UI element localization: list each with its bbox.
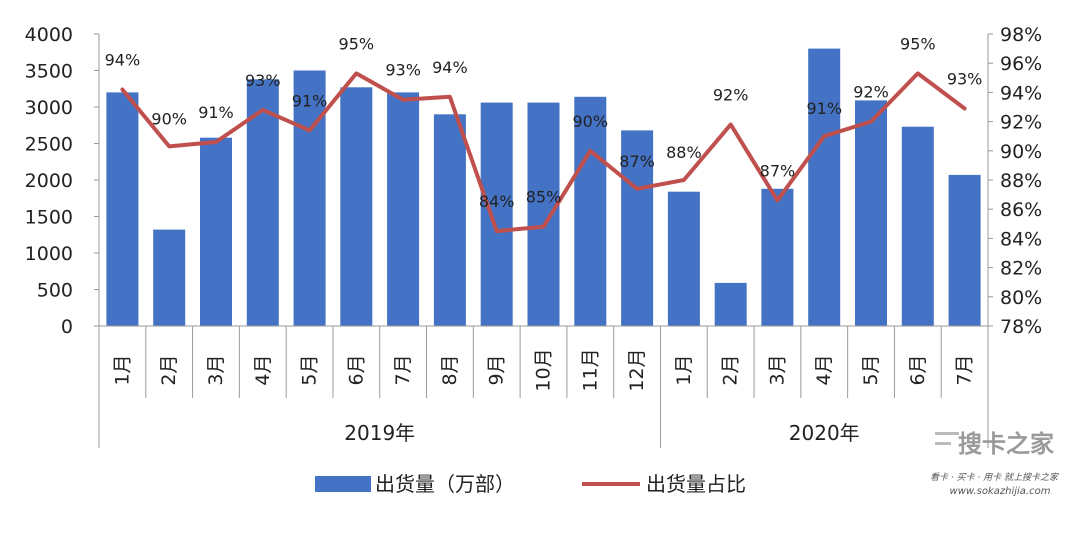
line-data-label: 91%: [806, 99, 842, 118]
y-right-tick-label: 80%: [1000, 287, 1042, 309]
x-tick-label: 9月: [486, 354, 508, 385]
line-data-label: 85%: [526, 188, 562, 207]
line-data-label: 93%: [947, 69, 983, 88]
line-data-label: 92%: [853, 83, 889, 102]
x-tick-label: 2月: [158, 354, 180, 385]
bar-2: [153, 229, 186, 326]
line-data-label: 90%: [151, 109, 187, 128]
y-left-tick-label: 1000: [25, 243, 73, 265]
line-data-label: 94%: [432, 58, 468, 77]
legend-label-line: 出货量占比: [646, 472, 746, 496]
bar-19: [948, 174, 981, 326]
y-left-tick-label: 3000: [25, 97, 73, 119]
line-data-label: 88%: [666, 143, 702, 162]
y-left-tick-label: 2500: [25, 134, 73, 156]
line-series: [120, 71, 967, 234]
bar-series: [106, 48, 981, 327]
bar-16: [808, 48, 841, 326]
line-data-label: 90%: [573, 112, 609, 131]
data-labels: 94% 90% 91% 93% 91% 95% 93% 94% 84% 85% 90% 87% 88% 9…: [105, 34, 983, 211]
bar-15: [761, 188, 794, 326]
legend-label-bar: 出货量（万部）: [375, 472, 515, 496]
y-right-tick-label: 84%: [1000, 228, 1042, 250]
line-data-label: 87%: [760, 161, 796, 180]
bar-9: [480, 102, 513, 326]
bar-17: [855, 100, 887, 327]
watermark-stripe: [935, 442, 951, 445]
y-right-tick-label: 88%: [1000, 170, 1042, 192]
y-left-tick-label: 4000: [25, 24, 73, 46]
x-tick-label: 12月: [626, 348, 648, 391]
line-data-label: 91%: [292, 91, 328, 110]
x-tick-label: 6月: [345, 354, 367, 385]
x-tick-label: 4月: [813, 354, 835, 385]
x-tick-label: 5月: [860, 354, 882, 385]
x-tick-label: 3月: [766, 354, 788, 385]
y-right-tick-label: 94%: [1000, 82, 1042, 104]
x-tick-label: 8月: [439, 354, 461, 385]
y-right-tick-label: 96%: [1000, 53, 1042, 75]
y-right-tick-label: 86%: [1000, 199, 1042, 221]
y-left-tick-label: 2000: [25, 170, 73, 192]
x-tick-label: 11月: [579, 348, 601, 391]
bar-8: [433, 114, 466, 326]
bar-18: [901, 126, 934, 326]
bar-4: [246, 79, 279, 326]
line-data-label: 84%: [479, 192, 515, 211]
y-right-tick-label: 90%: [1000, 141, 1042, 163]
x-tick-label: 7月: [954, 354, 976, 385]
y-right-tick-label: 82%: [1000, 258, 1042, 280]
line-data-label: 93%: [385, 61, 421, 80]
group-label: 2020年: [789, 421, 860, 445]
watermark-brand: 搜卡之家: [958, 430, 1054, 458]
x-tick-label: 1月: [111, 354, 133, 385]
x-tick-label: 2月: [720, 354, 742, 385]
bar-6: [340, 87, 373, 326]
line-data-label: 93%: [245, 71, 281, 90]
line-data-label: 95%: [339, 34, 375, 53]
legend: 出货量（万部） 出货量占比: [315, 472, 746, 496]
bar-13: [667, 191, 700, 326]
watermark-stripe: [935, 432, 959, 435]
bar-5: [293, 70, 326, 326]
line-data-label: 95%: [900, 34, 936, 53]
bar-1: [106, 92, 139, 327]
y-right-tick-label: 78%: [1000, 316, 1042, 338]
bar-11: [574, 96, 607, 326]
y-left-tick-label: 1500: [25, 207, 73, 229]
group-label: 2019年: [344, 421, 415, 445]
bar-12: [621, 130, 654, 326]
bar-14: [714, 282, 747, 326]
y-right-tick-label: 92%: [1000, 112, 1042, 134]
y-left-tick-label: 3500: [25, 61, 73, 83]
x-tick-label: 7月: [392, 354, 414, 385]
x-tick-label: 10月: [533, 348, 555, 391]
x-tick-label: 4月: [252, 354, 274, 385]
bar-10: [527, 102, 560, 326]
x-tick-label: 3月: [205, 354, 227, 385]
line-data-label: 87%: [619, 152, 655, 171]
y-left-tick-label: 500: [37, 280, 73, 302]
line-data-label: 94%: [105, 50, 141, 69]
watermark-tagline: 看卡 · 买卡 · 用卡 就上搜卡之家: [930, 472, 1059, 483]
line-data-label: 92%: [713, 86, 749, 105]
y-left-tick-label: 0: [61, 316, 73, 338]
bar-7: [387, 92, 420, 327]
x-tick-label: 6月: [907, 354, 929, 385]
axes: 0 500 1000 1500 2000 2500 3000 3500 4000 78% 80% 82…: [25, 24, 1042, 448]
y-right-tick-label: 98%: [1000, 24, 1042, 46]
bar-3: [200, 137, 232, 326]
x-tick-label: 1月: [673, 354, 695, 385]
watermark-url: www.sokazhijia.com: [950, 486, 1051, 497]
x-tick-label: 5月: [299, 355, 321, 386]
ratio-line: [120, 71, 967, 234]
legend-swatch-bar: [315, 476, 371, 492]
line-data-label: 91%: [198, 103, 234, 122]
